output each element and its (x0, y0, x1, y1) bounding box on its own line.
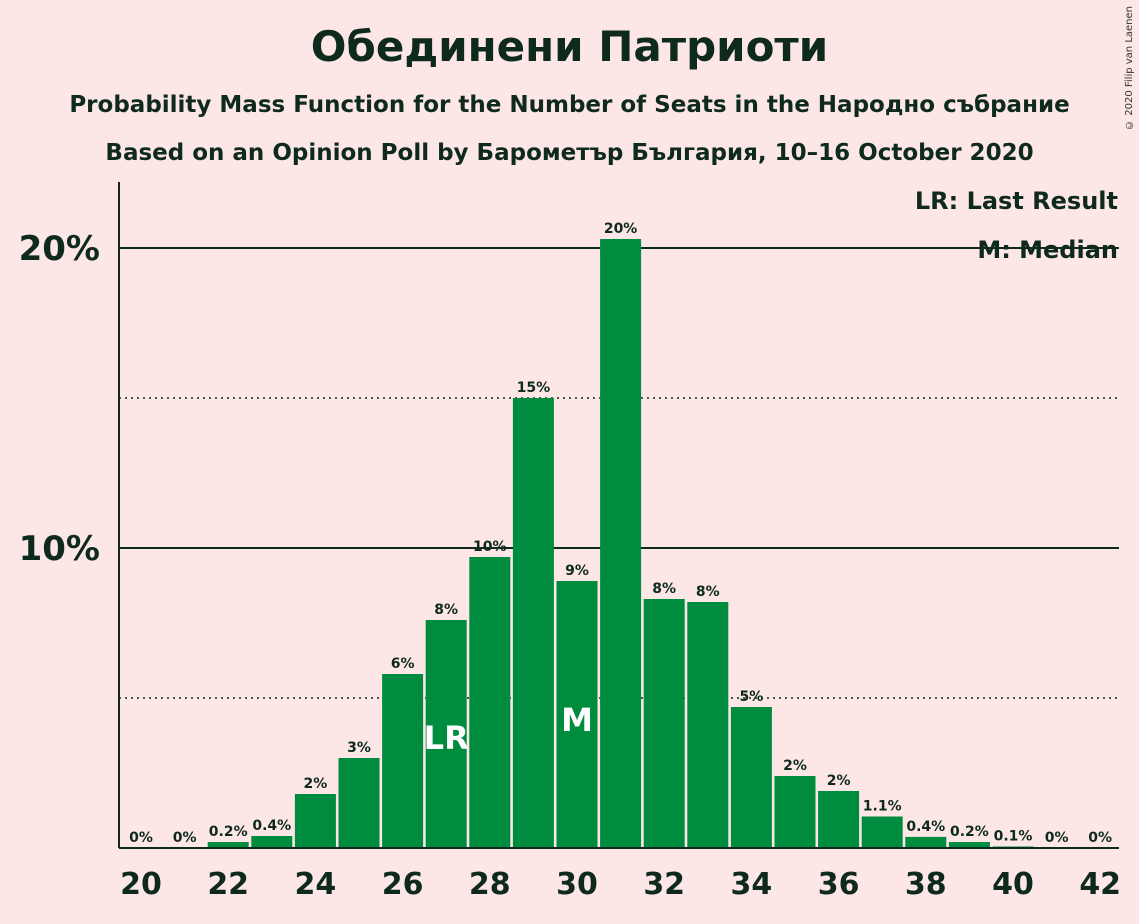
bar-value-label: 0% (1045, 830, 1069, 846)
bar-value-label: 0.1% (994, 829, 1033, 845)
bar (382, 674, 424, 848)
bar-value-label: 3% (347, 740, 371, 756)
bar-value-label: 8% (652, 581, 676, 597)
bar (600, 239, 642, 848)
chart-title: Обединени Патриоти (310, 22, 829, 71)
bar-value-label: 0% (129, 830, 153, 846)
legend-entry: LR: Last Result (915, 187, 1118, 215)
y-tick-label: 20% (19, 229, 100, 269)
bar-value-label: 0.2% (209, 824, 248, 840)
bar (687, 602, 729, 848)
bar (905, 836, 947, 848)
bar (512, 398, 554, 848)
chart-source: Based on an Opinion Poll by Барометър Бъ… (105, 140, 1034, 166)
x-tick-label: 26 (382, 867, 424, 902)
bar (469, 557, 511, 848)
x-tick-label: 22 (207, 867, 249, 902)
bar (774, 776, 816, 848)
x-tick-label: 34 (731, 867, 773, 902)
y-tick-label: 10% (19, 529, 100, 569)
bar (338, 758, 380, 848)
x-tick-label: 36 (818, 867, 860, 902)
bar (643, 599, 685, 848)
x-tick-label: 40 (992, 867, 1034, 902)
bar-value-label: 15% (517, 380, 551, 396)
bar-value-label: 2% (304, 776, 328, 792)
bar-value-label: 0% (173, 830, 197, 846)
x-tick-label: 38 (905, 867, 947, 902)
x-tick-label: 28 (469, 867, 511, 902)
bar (818, 791, 860, 848)
bar (294, 794, 336, 848)
bar-value-label: 2% (827, 773, 851, 789)
bar-value-label: 8% (696, 584, 720, 600)
legend-entry: M: Median (977, 236, 1118, 264)
bar-value-label: 8% (434, 602, 458, 618)
chart-subtitle: Probability Mass Function for the Number… (69, 92, 1070, 118)
bar-value-label: 0.4% (906, 819, 945, 835)
bar-value-label: 1.1% (863, 799, 902, 815)
bar-value-label: 5% (740, 689, 764, 705)
bar (948, 842, 990, 848)
bar (425, 620, 467, 848)
bar-value-label: 20% (604, 221, 638, 237)
x-tick-label: 32 (643, 867, 685, 902)
x-tick-label: 42 (1079, 867, 1121, 902)
bar (730, 707, 772, 848)
bar (861, 816, 903, 848)
bar (251, 836, 293, 848)
x-tick-label: 30 (556, 867, 598, 902)
bar-value-label: 0.4% (252, 818, 291, 834)
bar-value-label: 2% (783, 758, 807, 774)
bar (556, 581, 598, 848)
median-marker: M (561, 701, 593, 739)
bar-value-label: 0% (1088, 830, 1112, 846)
bar-value-label: 6% (391, 656, 415, 672)
last-result-marker: LR (424, 719, 469, 757)
x-tick-label: 24 (295, 867, 337, 902)
bar (207, 842, 249, 848)
bar-value-label: 10% (473, 539, 507, 555)
bar-value-label: 9% (565, 563, 589, 579)
x-tick-label: 20 (120, 867, 162, 902)
bar-value-label: 0.2% (950, 824, 989, 840)
